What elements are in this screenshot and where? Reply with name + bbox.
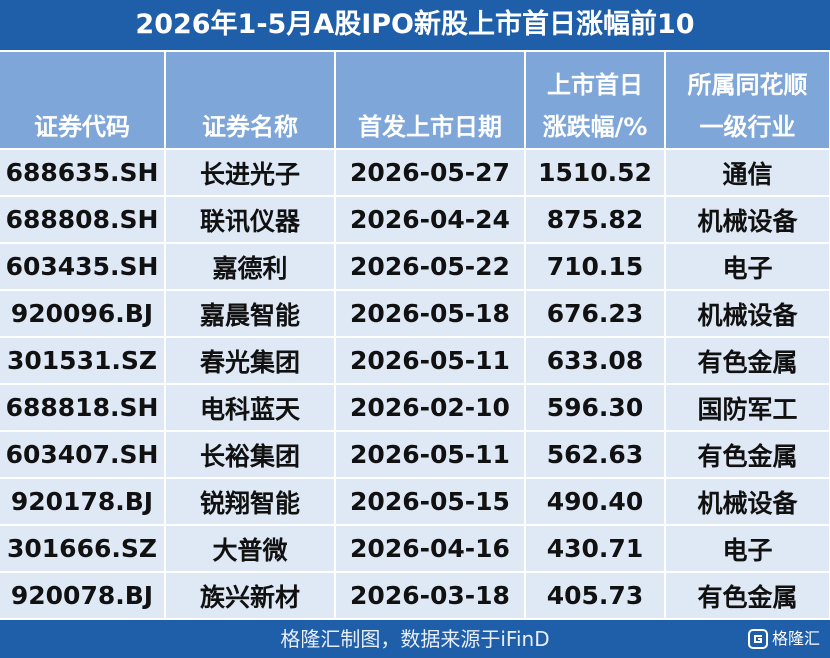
table-cell: 301531.SZ xyxy=(0,336,166,385)
table-cell: 国防军工 xyxy=(665,383,830,432)
logo: 格隆汇 xyxy=(747,620,820,658)
table-row: 920178.BJ 锐翔智能 2026-05-15 490.40 机械设备 xyxy=(0,477,830,526)
table-cell: 机械设备 xyxy=(665,195,830,244)
table-row: 688635.SH 长进光子 2026-05-27 1510.52 通信 xyxy=(0,148,830,197)
table-cell: 405.73 xyxy=(525,571,666,620)
table-cell: 603435.SH xyxy=(0,242,166,291)
table-cell: 联讯仪器 xyxy=(165,195,336,244)
table-cell: 430.71 xyxy=(525,524,666,573)
header-row: 证券代码 证券名称 首发上市日期 上市首日 涨跌幅/% 所属同花顺 一级行业 xyxy=(0,52,830,149)
table-cell: 锐翔智能 xyxy=(165,477,336,526)
table-cell: 有色金属 xyxy=(665,571,830,620)
table-cell: 596.30 xyxy=(525,383,666,432)
table-cell: 2026-05-15 xyxy=(335,477,526,526)
table-row: 301531.SZ 春光集团 2026-05-11 633.08 有色金属 xyxy=(0,336,830,385)
table-cell: 920096.BJ xyxy=(0,289,166,338)
table-cell: 大普微 xyxy=(165,524,336,573)
table-cell: 2026-05-18 xyxy=(335,289,526,338)
table-cell: 2026-04-24 xyxy=(335,195,526,244)
logo-text: 格隆汇 xyxy=(771,629,820,648)
header-line: 所属同花顺 xyxy=(687,71,808,99)
table-row: 603435.SH 嘉德利 2026-05-22 710.15 电子 xyxy=(0,242,830,291)
table-cell: 有色金属 xyxy=(665,336,830,385)
table-cell: 电科蓝天 xyxy=(165,383,336,432)
table-row: 920096.BJ 嘉晨智能 2026-05-18 676.23 机械设备 xyxy=(0,289,830,338)
table-cell: 2026-05-11 xyxy=(335,336,526,385)
table-body: 688635.SH 长进光子 2026-05-27 1510.52 通信 688808.S… xyxy=(0,148,830,620)
table-cell: 301666.SZ xyxy=(0,524,166,573)
table-cell: 电子 xyxy=(665,524,830,573)
header-line: 证券名称 xyxy=(202,113,298,141)
table-cell: 688808.SH xyxy=(0,195,166,244)
ranking-table: 证券代码 证券名称 首发上市日期 上市首日 涨跌幅/% 所属同花顺 一级行业 688635.… xyxy=(0,52,830,620)
header-cell: 所属同花顺 一级行业 xyxy=(665,52,830,149)
table-cell: 2026-04-16 xyxy=(335,524,526,573)
table-cell: 有色金属 xyxy=(665,430,830,479)
table-row: 688818.SH 电科蓝天 2026-02-10 596.30 国防军工 xyxy=(0,383,830,432)
table-cell: 电子 xyxy=(665,242,830,291)
table-cell: 机械设备 xyxy=(665,289,830,338)
header-cell: 上市首日涨跌幅/% xyxy=(525,52,666,149)
header-cell: 证券名称 xyxy=(165,52,336,149)
footer: 格隆汇制图，数据来源于iFinD 格隆汇 xyxy=(0,620,830,658)
table-cell: 春光集团 xyxy=(165,336,336,385)
table-cell: 2026-03-18 xyxy=(335,571,526,620)
title: 2026年1-5月A股IPO新股上市首日涨幅前10 xyxy=(0,0,830,52)
table-cell: 通信 xyxy=(665,148,830,197)
header-cell: 证券代码 xyxy=(0,52,166,149)
table-row: 301666.SZ 大普微 2026-04-16 430.71 电子 xyxy=(0,524,830,573)
table-cell: 1510.52 xyxy=(525,148,666,197)
table-cell: 2026-02-10 xyxy=(335,383,526,432)
table-cell: 2026-05-11 xyxy=(335,430,526,479)
table-cell: 920078.BJ xyxy=(0,571,166,620)
logo-icon xyxy=(747,629,768,649)
table-cell: 嘉德利 xyxy=(165,242,336,291)
table-cell: 嘉晨智能 xyxy=(165,289,336,338)
table-cell: 562.63 xyxy=(525,430,666,479)
table-cell: 633.08 xyxy=(525,336,666,385)
table-row: 688808.SH 联讯仪器 2026-04-24 875.82 机械设备 xyxy=(0,195,830,244)
table-row: 920078.BJ 族兴新材 2026-03-18 405.73 有色金属 xyxy=(0,571,830,620)
table-cell: 长裕集团 xyxy=(165,430,336,479)
table-row: 603407.SH 长裕集团 2026-05-11 562.63 有色金属 xyxy=(0,430,830,479)
header-line: 涨跌幅/% xyxy=(542,113,648,141)
table-cell: 710.15 xyxy=(525,242,666,291)
table-cell: 603407.SH xyxy=(0,430,166,479)
table-cell: 676.23 xyxy=(525,289,666,338)
table-cell: 族兴新材 xyxy=(165,571,336,620)
source-note: 格隆汇制图，数据来源于iFinD xyxy=(280,627,550,651)
header-line: 一级行业 xyxy=(699,113,796,141)
table-cell: 长进光子 xyxy=(165,148,336,197)
header-cell: 首发上市日期 xyxy=(335,52,526,149)
table-cell: 875.82 xyxy=(525,195,666,244)
table-cell: 2026-05-22 xyxy=(335,242,526,291)
header-line: 首发上市日期 xyxy=(358,113,502,141)
table-cell: 2026-05-27 xyxy=(335,148,526,197)
table-cell: 920178.BJ xyxy=(0,477,166,526)
header-line: 上市首日 xyxy=(547,71,643,99)
table-cell: 688635.SH xyxy=(0,148,166,197)
table-cell: 490.40 xyxy=(525,477,666,526)
table-cell: 机械设备 xyxy=(665,477,830,526)
header-line: 证券代码 xyxy=(34,113,130,141)
table-cell: 688818.SH xyxy=(0,383,166,432)
